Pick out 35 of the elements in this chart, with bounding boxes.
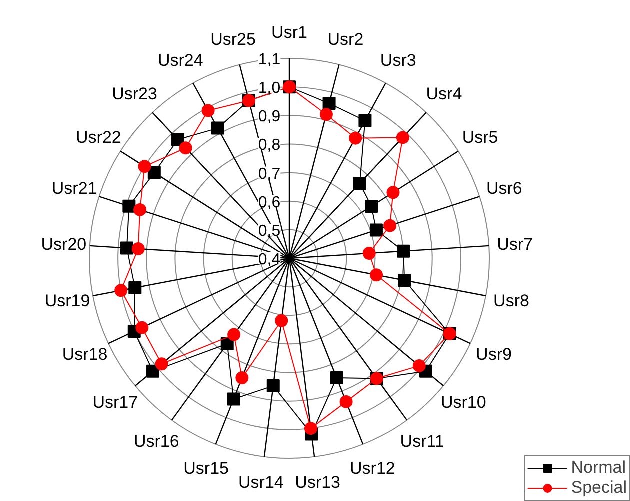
spoke-label: Usr5	[462, 128, 498, 147]
spoke-label: Usr23	[112, 84, 158, 104]
spoke-label: Usr11	[400, 432, 444, 451]
spoke-label: Usr10	[440, 393, 486, 412]
spoke-label: Usr20	[41, 234, 87, 254]
spoke-label: Usr6	[486, 179, 522, 198]
spoke-label: Usr14	[238, 473, 284, 492]
spoke-label: Usr12	[350, 459, 396, 478]
spoke-label: Usr3	[380, 50, 416, 70]
spoke-label: Usr13	[295, 473, 341, 492]
spoke-label: Usr15	[184, 459, 229, 478]
spoke-label: Usr1	[272, 23, 308, 42]
legend-label: Normal	[571, 458, 626, 478]
spoke-label: Usr16	[134, 432, 180, 451]
spoke-label: Usr19	[44, 291, 90, 310]
y-tick-label: 0,6	[258, 194, 281, 212]
spoke-label: Usr4	[426, 84, 462, 104]
spoke-label: Usr21	[52, 179, 98, 198]
y-tick-label: 0,7	[258, 166, 281, 183]
spoke-label: Usr18	[62, 345, 108, 364]
spoke-label: Usr24	[158, 50, 204, 70]
y-tick-label: 0,5	[258, 222, 281, 240]
y-tick-label: 1,0	[258, 80, 281, 98]
y-tick-label: 0,4	[258, 252, 281, 268]
y-tick-label: 1,1	[258, 52, 281, 68]
spoke-label: Usr2	[328, 30, 364, 50]
spoke-label: Usr17	[92, 393, 138, 412]
y-tick-label: 0,9	[258, 108, 281, 126]
legend-label: Special	[571, 478, 627, 498]
spoke-label: Usr7	[497, 234, 534, 254]
spoke-label: Usr25	[210, 30, 256, 50]
spoke-label: Usr22	[76, 128, 122, 147]
spoke-label: Usr9	[476, 345, 512, 364]
y-tick-label: 0,8	[258, 137, 281, 154]
spoke-label: Usr8	[494, 291, 530, 310]
